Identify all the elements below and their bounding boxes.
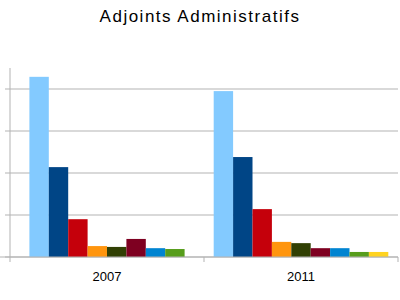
x-tick (398, 257, 399, 262)
y-tick (5, 131, 10, 132)
bar (253, 209, 272, 257)
bar (165, 249, 184, 257)
bar (88, 246, 107, 257)
y-tick (5, 89, 10, 90)
x-axis (0, 257, 398, 258)
bar (68, 219, 87, 257)
bar (126, 239, 145, 257)
y-axis (10, 68, 11, 257)
bar (330, 248, 349, 257)
x-tick (204, 257, 205, 262)
bar (29, 77, 48, 257)
y-tick (5, 173, 10, 174)
title: Adjoints Administratifs (100, 7, 301, 26)
category-label: 2011 (287, 269, 315, 284)
bar (49, 167, 68, 257)
bar (146, 248, 165, 257)
grid-line (10, 131, 398, 132)
category-label: 2007 (93, 269, 122, 284)
bar (369, 252, 388, 257)
grid-line (10, 89, 398, 90)
bar (107, 247, 126, 257)
y-tick (5, 215, 10, 216)
bar (311, 248, 330, 257)
bar (233, 157, 252, 257)
bar (214, 91, 233, 257)
chart: 2007 2011 Adjoints Administratifs (0, 0, 400, 300)
bar (272, 242, 291, 257)
bars (29, 77, 388, 257)
x-tick (10, 257, 11, 262)
bar (291, 243, 310, 257)
bar (350, 252, 369, 257)
